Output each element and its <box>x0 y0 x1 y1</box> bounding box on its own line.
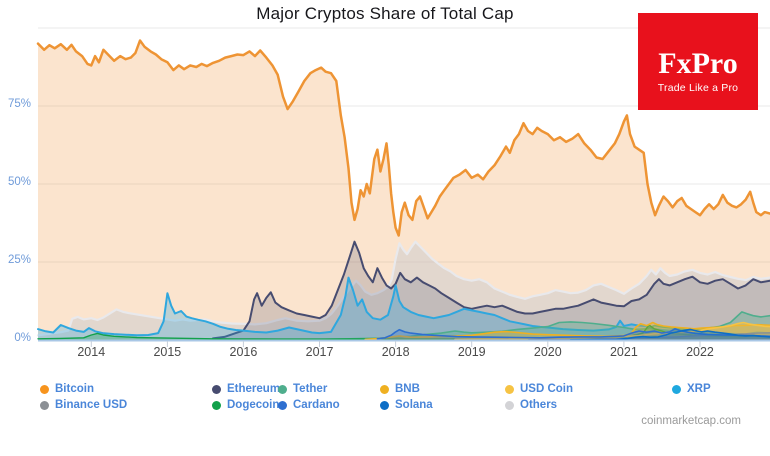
legend-label-cardano: Cardano <box>293 399 340 411</box>
series-cardano-line[interactable] <box>376 328 770 340</box>
cardano-dot-icon <box>278 400 287 410</box>
x-tick-label-2016: 2016 <box>229 345 258 359</box>
y-tick-label-0: 0% <box>14 332 31 344</box>
binance-usd-dot-icon <box>40 400 49 410</box>
series-bitcoin-line[interactable] <box>36 39 770 237</box>
y-tick-label-75: 75% <box>7 98 31 110</box>
series-binance-usd-area <box>528 332 770 340</box>
others-dot-icon <box>505 400 514 410</box>
chart-canvas <box>36 27 770 347</box>
y-tick-label-50: 50% <box>7 176 31 188</box>
legend-item-tether[interactable]: Tether <box>278 382 327 396</box>
legend-label-ethereum: Ethereum <box>227 383 281 395</box>
legend-label-dogecoin: Dogecoin <box>227 399 280 411</box>
series-xrp-line[interactable] <box>37 276 770 337</box>
legend-item-xrp[interactable]: XRP <box>672 382 711 396</box>
x-tick-label-2018: 2018 <box>381 345 410 359</box>
legend-item-usd-coin[interactable]: USD Coin <box>505 382 573 396</box>
series-solana-area <box>570 329 770 340</box>
legend-item-bitcoin[interactable]: Bitcoin <box>40 382 94 396</box>
series-ethereum-line[interactable] <box>212 240 770 340</box>
x-tick-label-2015: 2015 <box>153 345 182 359</box>
source-attribution: coinmarketcap.com <box>641 415 741 427</box>
x-tick-label-2020: 2020 <box>533 345 562 359</box>
xrp-dot-icon <box>672 384 681 394</box>
legend-label-solana: Solana <box>395 399 433 411</box>
dogecoin-dot-icon <box>212 400 221 410</box>
series-dogecoin-area <box>38 325 770 340</box>
legend-item-solana[interactable]: Solana <box>380 398 433 412</box>
legend-item-binance-usd[interactable]: Binance USD <box>40 398 127 412</box>
x-tick-label-2019: 2019 <box>457 345 486 359</box>
series-ethereum-area <box>213 241 770 340</box>
usd-coin-dot-icon <box>505 384 514 394</box>
x-tick-label-2021: 2021 <box>609 345 638 359</box>
bitcoin-dot-icon <box>40 384 49 394</box>
legend-label-bnb: BNB <box>395 383 420 395</box>
legend-label-xrp: XRP <box>687 383 711 395</box>
tether-dot-icon <box>278 384 287 394</box>
x-tick-label-2022: 2022 <box>686 345 714 359</box>
series-bitcoin-area <box>38 40 770 340</box>
legend-item-others[interactable]: Others <box>505 398 557 412</box>
chart-title: Major Cryptos Share of Total Cap <box>256 4 514 23</box>
bnb-dot-icon <box>380 384 389 394</box>
fxpro-logo-tagline: Trade Like a Pro <box>657 82 739 94</box>
fxpro-logo: FxPro Trade Like a Pro <box>638 13 758 110</box>
ethereum-dot-icon <box>212 384 221 394</box>
series-solana-line[interactable] <box>569 328 770 341</box>
legend-item-dogecoin[interactable]: Dogecoin <box>212 398 279 412</box>
legend-label-binance-usd: Binance USD <box>55 399 128 411</box>
series-tether-line[interactable] <box>318 311 770 341</box>
legend-item-bnb[interactable]: BNB <box>380 382 420 396</box>
legend-item-cardano[interactable]: Cardano <box>278 398 340 412</box>
legend-label-others: Others <box>520 399 558 411</box>
series-others-line[interactable] <box>36 240 770 337</box>
fxpro-logo-text: FxPro <box>658 47 738 80</box>
series-others-area <box>38 241 770 340</box>
legend-label-usd-coin: USD Coin <box>520 383 574 395</box>
x-tick-label-2017: 2017 <box>305 345 334 359</box>
legend-item-ethereum[interactable]: Ethereum <box>212 382 280 396</box>
y-tick-label-25: 25% <box>7 254 31 266</box>
solana-dot-icon <box>380 400 389 410</box>
legend-label-tether: Tether <box>293 383 328 395</box>
legend-label-bitcoin: Bitcoin <box>55 383 94 395</box>
x-tick-label-2014: 2014 <box>77 345 106 359</box>
